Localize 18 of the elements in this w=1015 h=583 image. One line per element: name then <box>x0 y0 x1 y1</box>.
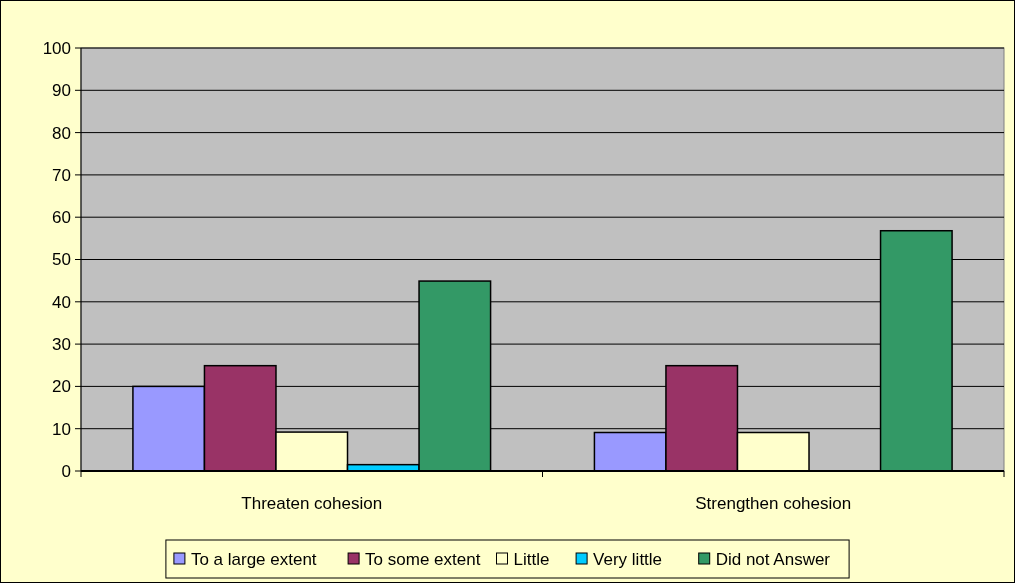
y-tick-label: 10 <box>52 419 71 439</box>
y-tick-label: 60 <box>52 208 71 228</box>
legend-label: To a large extent <box>190 549 317 569</box>
x-tick-label: Strengthen cohesion <box>695 494 852 513</box>
legend-label: Little <box>513 549 550 569</box>
y-tick-label: 50 <box>52 250 71 270</box>
y-tick-label: 0 <box>61 461 71 481</box>
legend-label: Did not Answer <box>715 549 831 569</box>
y-tick-label: 40 <box>52 292 71 312</box>
y-tick-label: 90 <box>52 81 71 101</box>
legend-label: Very little <box>593 549 663 569</box>
y-tick-label: 70 <box>52 165 71 185</box>
y-tick-label: 80 <box>52 123 71 143</box>
y-tick-label: 100 <box>42 38 71 58</box>
legend-label: To some extent <box>365 549 481 569</box>
y-tick-label: 30 <box>52 335 71 355</box>
x-tick-label: Threaten cohesion <box>241 494 383 513</box>
y-tick-label: 20 <box>52 377 71 397</box>
